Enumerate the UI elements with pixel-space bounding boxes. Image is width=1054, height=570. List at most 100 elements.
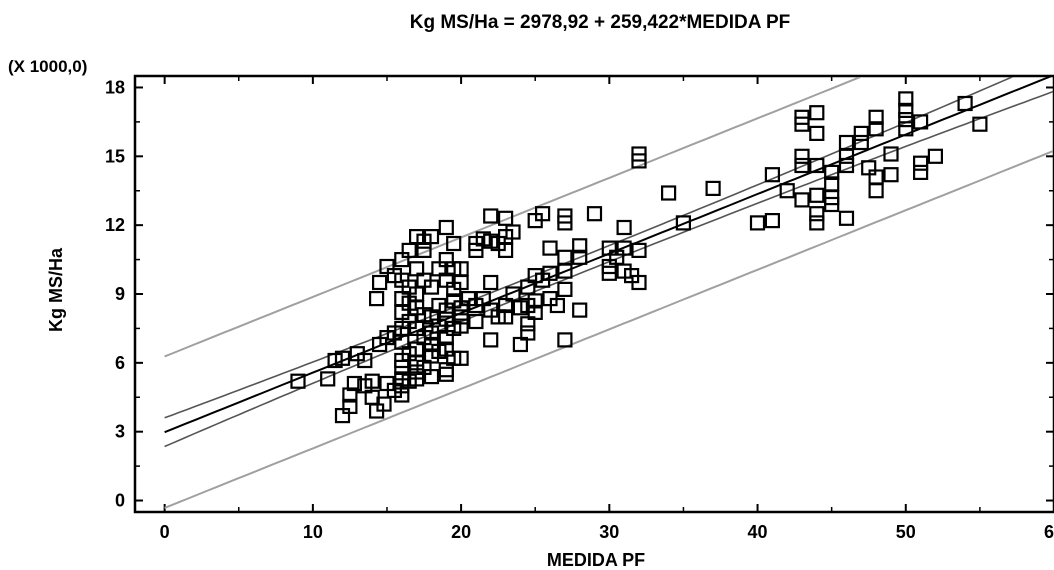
confidence-lower-line [164, 90, 1053, 448]
data-point [372, 274, 388, 291]
data-point [505, 224, 521, 240]
data-point [453, 274, 469, 291]
data-point [809, 215, 825, 231]
x-axis-label: MEDIDA PF [547, 550, 645, 570]
data-point [423, 279, 440, 295]
data-point [957, 95, 973, 112]
data-point [794, 157, 810, 174]
data-point [764, 167, 781, 183]
data-point [853, 134, 869, 151]
data-point [705, 180, 721, 196]
y-tick-label: 18 [105, 77, 125, 97]
data-point [438, 366, 454, 382]
data-point [342, 387, 358, 403]
prediction-lower-line [164, 150, 1053, 509]
plot-area: 0 10 20 30 40 50 60 0 3 6 9 12 15 18 [105, 74, 1054, 542]
data-point [483, 274, 499, 291]
data-point [468, 313, 484, 330]
data-point [898, 91, 914, 107]
x-tick-label: 50 [896, 522, 916, 542]
data-point [631, 274, 647, 291]
data-point [868, 183, 884, 199]
prediction-upper-line [164, 77, 864, 358]
data-point [631, 153, 647, 169]
data-point [557, 215, 573, 231]
y-tick-label: 9 [115, 284, 125, 304]
data-point [557, 263, 573, 279]
data-point [912, 155, 929, 171]
data-point [453, 350, 469, 366]
data-point [824, 164, 840, 180]
data-point [527, 293, 543, 309]
y-tick-label: 15 [105, 146, 125, 166]
x-tick-label: 0 [160, 522, 170, 542]
data-point [809, 206, 825, 222]
data-point [438, 219, 454, 236]
data-point [453, 309, 469, 325]
data-point [601, 265, 617, 281]
data-point [749, 215, 766, 231]
y-axis-label: Kg MS/Ha [46, 247, 66, 332]
chart-title: Kg MS/Ha = 2978,92 + 259,422*MEDIDA PF [410, 12, 791, 33]
confidence-upper-line [164, 77, 1014, 419]
data-point [423, 369, 440, 385]
data-point [483, 208, 499, 224]
x-tick-label: 30 [599, 522, 619, 542]
data-point [809, 157, 825, 174]
x-tick-label: 10 [303, 522, 323, 542]
data-point [972, 116, 988, 132]
data-point [542, 240, 558, 256]
data-point [794, 148, 810, 164]
data-point [586, 206, 603, 222]
data-point [453, 318, 469, 334]
data-point [346, 375, 362, 392]
x-tick-label: 20 [451, 522, 471, 542]
data-point [779, 183, 795, 199]
data-point [616, 240, 632, 256]
data-point [357, 352, 373, 369]
data-point [572, 302, 588, 318]
data-point [898, 102, 914, 119]
data-point [534, 206, 551, 222]
data-point [423, 229, 440, 245]
data-point [809, 187, 825, 203]
data-point [572, 249, 588, 265]
data-point [912, 164, 929, 180]
data-point [320, 371, 336, 387]
data-point [557, 281, 573, 297]
x-tick-label: 60 [1044, 522, 1054, 542]
data-point [912, 114, 929, 130]
data-point [616, 219, 632, 236]
data-point [898, 121, 914, 137]
data-point [838, 157, 855, 174]
x-tick-label: 40 [748, 522, 768, 542]
data-point [334, 350, 351, 366]
data-point [557, 332, 573, 348]
data-point [794, 116, 810, 132]
data-point [527, 304, 543, 320]
y-tick-label: 6 [115, 353, 125, 373]
data-point [868, 121, 884, 137]
data-point [446, 235, 462, 252]
data-point [498, 242, 514, 258]
data-point [853, 125, 869, 142]
data-point [809, 125, 825, 142]
data-point [794, 192, 810, 208]
data-point [927, 148, 944, 164]
data-point [764, 213, 781, 229]
data-point [898, 111, 914, 128]
data-point [631, 242, 647, 258]
data-point [549, 297, 566, 314]
plot-frame [133, 74, 1054, 514]
data-point [572, 238, 588, 254]
data-point [520, 325, 536, 341]
data-point [364, 373, 380, 389]
y-multiplier-label: (X 1000,0) [8, 57, 87, 76]
data-point [838, 210, 855, 226]
data-point [868, 109, 884, 125]
data-point [376, 396, 392, 412]
data-point [675, 215, 692, 231]
data-point [660, 185, 677, 201]
data-point [498, 309, 514, 325]
